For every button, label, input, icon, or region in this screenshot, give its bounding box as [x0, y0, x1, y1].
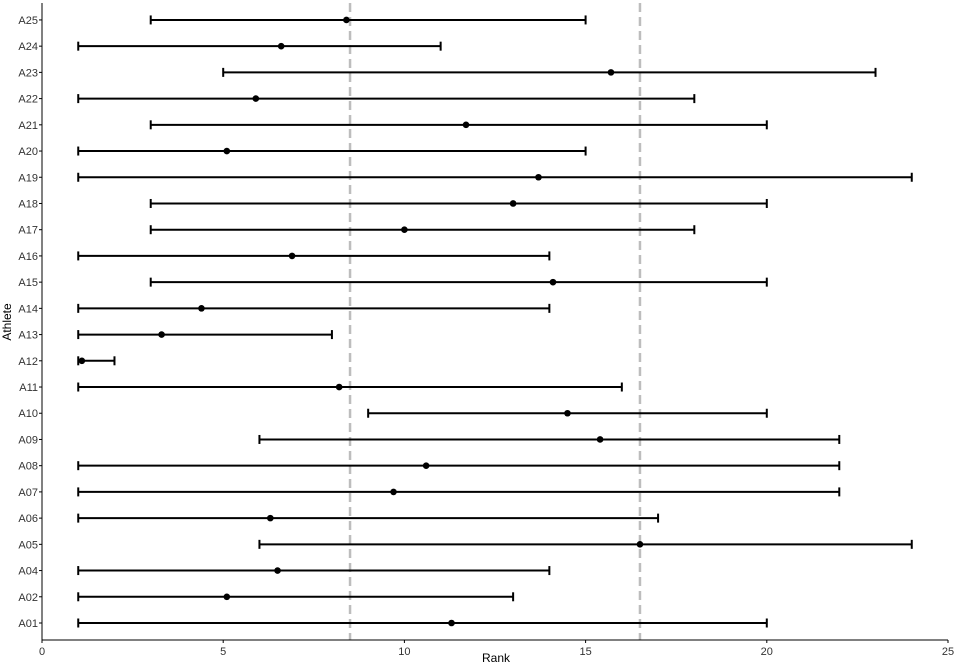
athlete-row-a01: [77, 618, 768, 628]
y-tick-label: A07: [18, 487, 38, 499]
athlete-row-a23: [222, 67, 877, 77]
y-tick-label: A09: [18, 434, 38, 446]
athlete-row-a12: [77, 356, 116, 366]
athlete-row-a21: [149, 120, 768, 130]
mean-point: [223, 147, 231, 155]
y-tick-label: A14: [18, 303, 38, 315]
y-tick-label: A11: [19, 382, 38, 394]
athlete-row-a22: [77, 94, 696, 104]
athlete-row-a15: [149, 277, 768, 287]
x-axis-title: Rank: [482, 651, 511, 665]
athlete-row-a06: [77, 513, 660, 523]
y-tick-label: A22: [18, 94, 38, 106]
y-axis: A01 A02 A04 A05 A06 A07 A08 A09 A10 A11 A12 A13 A14 A…: [18, 3, 43, 640]
x-tick-label: 10: [398, 646, 410, 658]
y-axis-title: Athlete: [0, 303, 14, 341]
athlete-row-a18: [149, 198, 768, 208]
mean-point: [252, 95, 260, 102]
mean-point: [509, 200, 517, 207]
athlete-row-a02: [77, 592, 515, 602]
x-tick-label: 5: [220, 646, 226, 658]
athlete-row-a05: [258, 539, 913, 549]
athlete-row-a19: [77, 172, 913, 182]
athlete-row-a24: [77, 41, 442, 51]
x-tick-label: 0: [39, 646, 45, 658]
mean-point: [288, 252, 296, 260]
mean-point: [596, 436, 604, 443]
mean-point: [274, 567, 281, 574]
y-tick-label: A24: [18, 41, 38, 53]
athlete-row-a14: [77, 303, 551, 313]
mean-point: [390, 488, 397, 496]
y-tick-label: A04: [18, 566, 38, 578]
athlete-row-a04: [77, 566, 551, 576]
athlete-row-a10: [367, 408, 768, 418]
mean-point: [335, 383, 343, 391]
mean-point: [549, 278, 557, 286]
mean-point: [223, 593, 231, 601]
mean-point: [277, 42, 285, 50]
y-tick-label: A06: [18, 513, 38, 525]
mean-point: [198, 305, 205, 312]
athlete-row-a09: [258, 434, 841, 444]
x-tick-label: 20: [761, 646, 773, 658]
y-tick-label: A05: [18, 539, 38, 551]
y-tick-label: A15: [18, 277, 38, 289]
x-axis: 0 5 10 15 20 25: [39, 639, 954, 658]
athlete-row-a17: [149, 225, 696, 235]
y-tick-label: A25: [18, 15, 38, 27]
mean-point: [401, 226, 408, 233]
y-tick-label: A23: [18, 67, 38, 79]
athlete-row-a16: [77, 251, 551, 261]
y-tick-label: A18: [18, 198, 38, 210]
x-tick-label: 25: [942, 646, 954, 658]
y-tick-label: A12: [18, 356, 38, 368]
mean-point: [158, 331, 165, 338]
athlete-row-a11: [77, 382, 623, 392]
mean-point: [535, 173, 542, 181]
y-tick-label: A02: [18, 592, 38, 604]
x-tick-label: 15: [579, 646, 591, 658]
mean-point: [422, 462, 430, 469]
y-tick-label: A10: [18, 408, 38, 420]
y-tick-label: A16: [18, 251, 38, 263]
mean-point: [636, 541, 644, 548]
y-tick-label: A01: [18, 618, 38, 630]
athlete-intervals: [77, 15, 913, 628]
athlete-row-a08: [77, 461, 841, 471]
y-tick-label: A19: [18, 172, 38, 184]
athlete-row-a13: [77, 330, 333, 340]
y-tick-label: A17: [18, 225, 38, 237]
mean-point: [607, 69, 615, 76]
y-tick-label: A13: [18, 330, 38, 342]
mean-point: [78, 357, 86, 365]
y-tick-label: A20: [18, 146, 38, 158]
athlete-row-a07: [77, 487, 841, 497]
y-tick-label: A21: [18, 120, 38, 132]
mean-point: [448, 619, 455, 627]
mean-point: [462, 121, 470, 129]
reference-lines: [348, 3, 642, 640]
mean-point: [564, 409, 571, 417]
mean-point: [267, 514, 274, 522]
mean-point: [343, 16, 350, 24]
athlete-row-a20: [77, 146, 587, 156]
athlete-row-a25: [149, 15, 587, 25]
y-tick-label: A08: [18, 461, 38, 473]
